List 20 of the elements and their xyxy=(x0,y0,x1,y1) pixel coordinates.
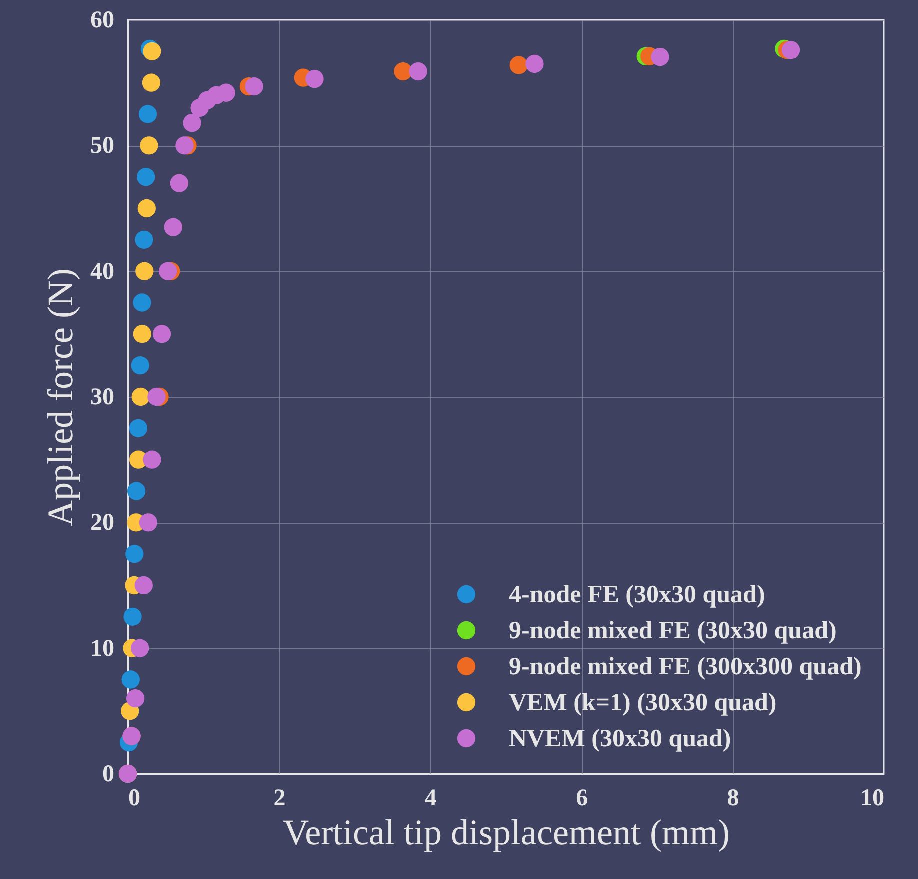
y-tick-label: 20 xyxy=(90,510,114,536)
x-tick-label: 6 xyxy=(576,786,588,812)
x-tick-label: 2 xyxy=(274,786,286,812)
y-tick-label: 0 xyxy=(102,762,114,788)
y-tick-label: 60 xyxy=(90,8,114,34)
y-tick-label: 50 xyxy=(90,133,114,160)
x-tick-label: 8 xyxy=(727,786,740,812)
y-tick-label: 30 xyxy=(90,384,114,410)
legend-label: 9-node mixed FE (30x30 quad) xyxy=(509,618,837,644)
legend-label: 9-node mixed FE (300x300 quad) xyxy=(509,654,862,680)
y-tick-label: 10 xyxy=(90,636,114,662)
x-axis-title: Vertical tip displacement (mm) xyxy=(283,812,730,852)
y-tick-label: 40 xyxy=(90,258,114,285)
x-tick-label: 10 xyxy=(860,786,884,812)
legend-label: VEM (k=1) (30x30 quad) xyxy=(509,690,777,716)
x-tick-label: 0 xyxy=(128,786,140,812)
y-axis-title: Applied force (N) xyxy=(40,268,80,526)
legend-label: 4-node FE (30x30 quad) xyxy=(509,582,766,608)
x-tick-label: 4 xyxy=(424,786,437,812)
legend-label: NVEM (30x30 quad) xyxy=(509,726,732,752)
